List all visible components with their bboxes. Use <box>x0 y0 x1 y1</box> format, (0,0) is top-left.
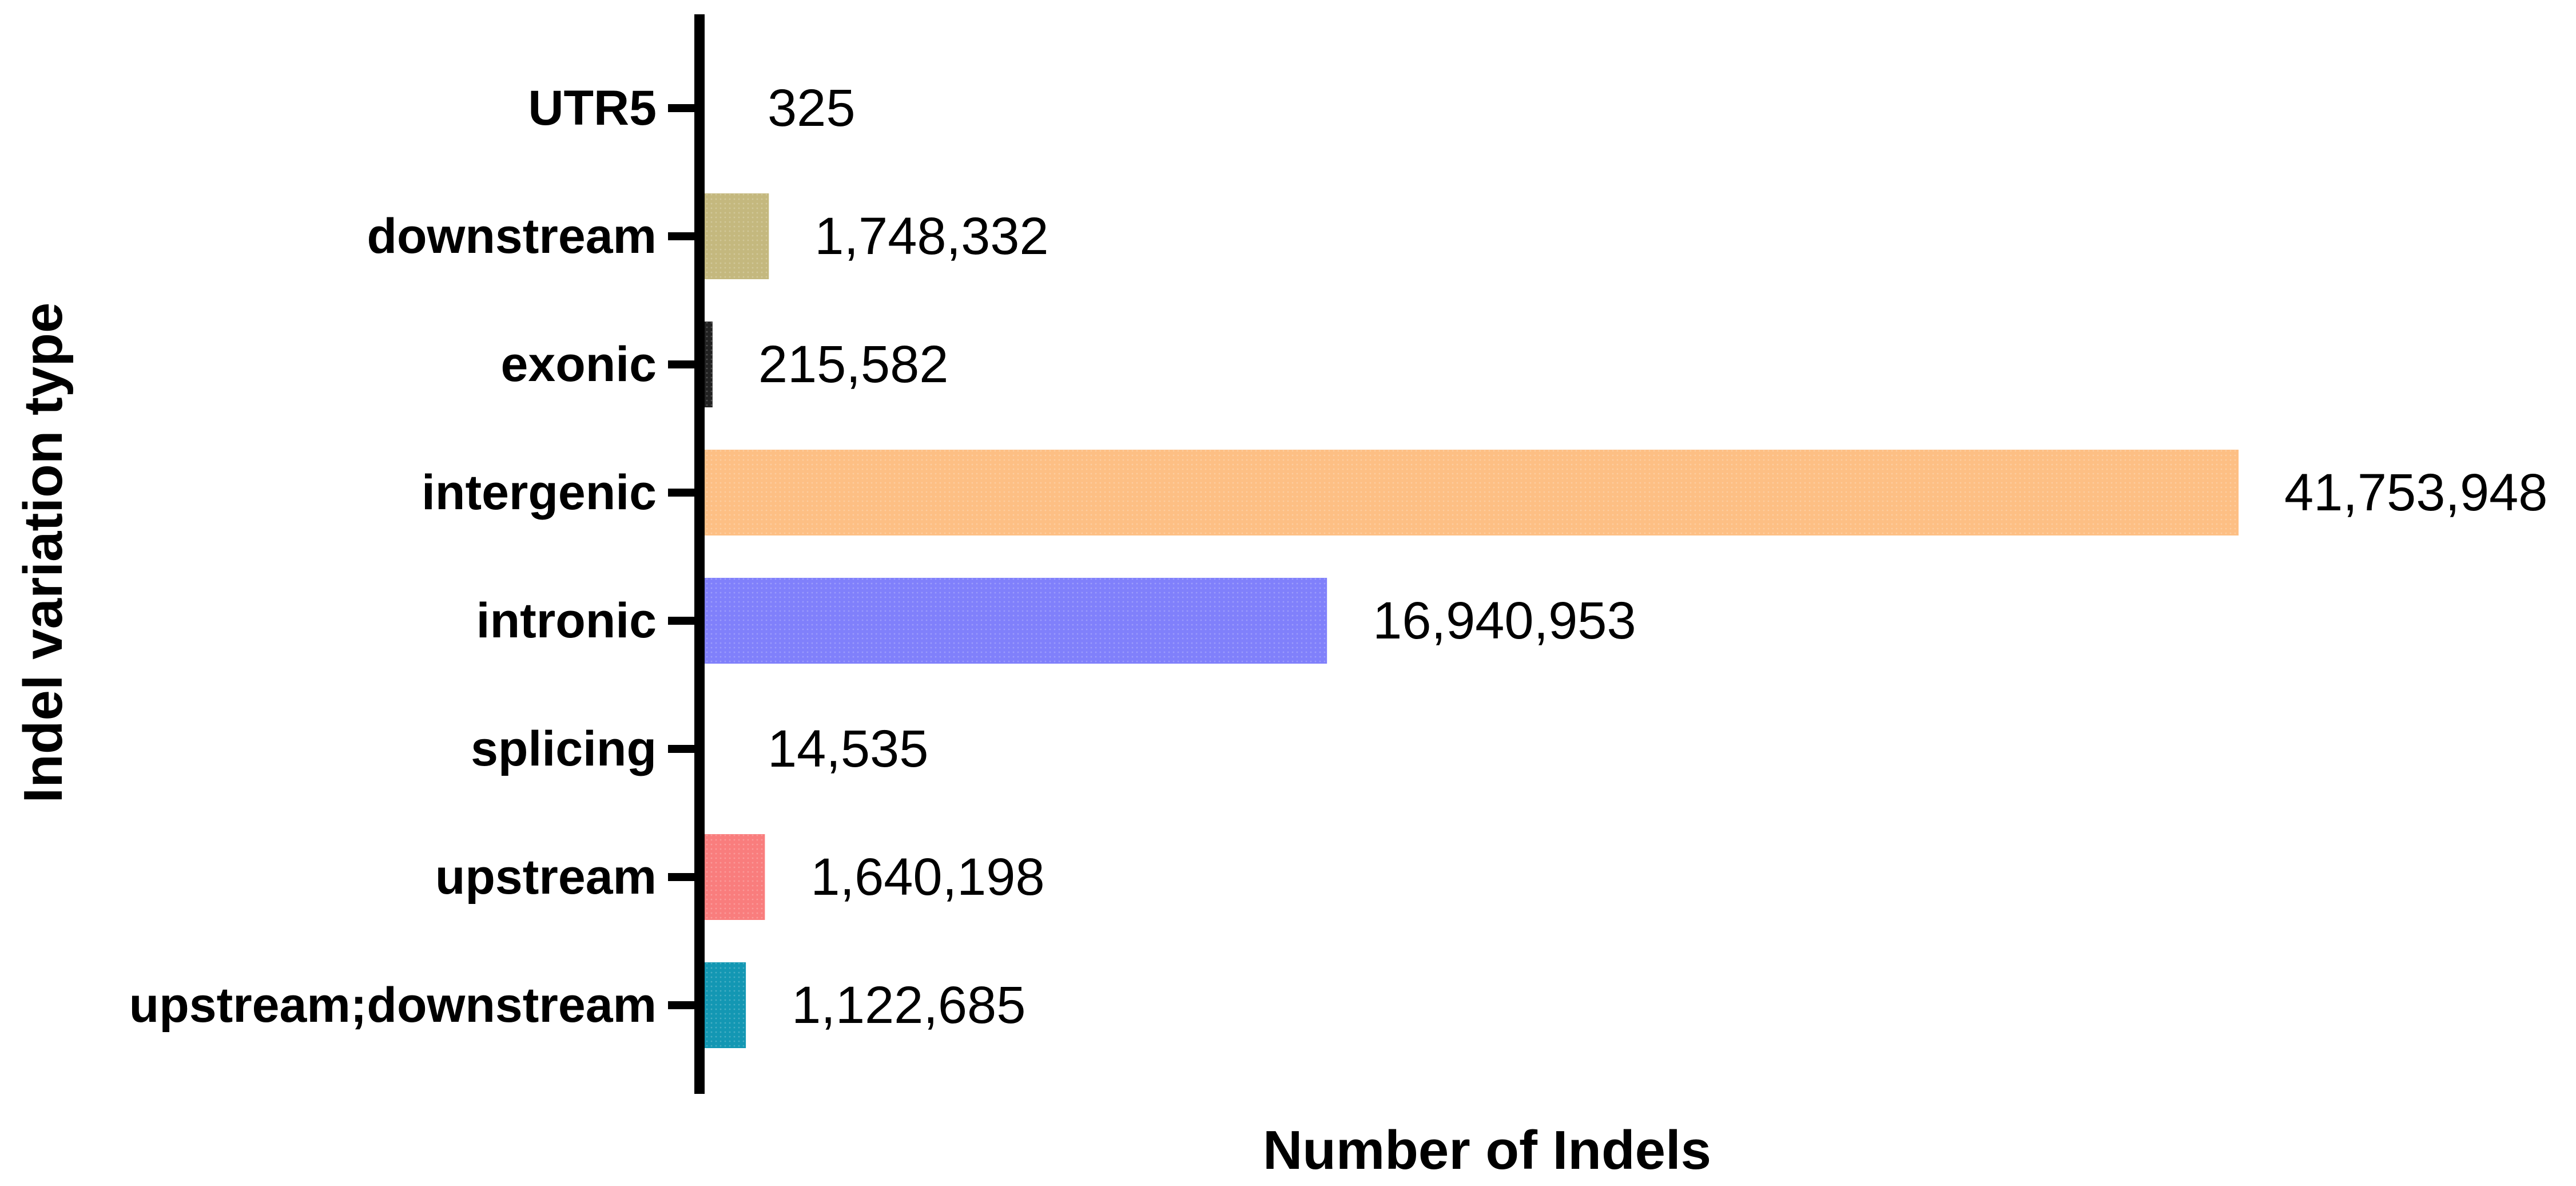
value-label-splicing: 14,535 <box>768 720 928 778</box>
bar-texture-intergenic <box>705 450 2239 536</box>
category-label-utr5: UTR5 <box>528 81 657 136</box>
value-label-downstream: 1,748,332 <box>814 207 1048 265</box>
category-label-intronic: intronic <box>476 593 657 648</box>
category-label-upstream-downstream: upstream;downstream <box>129 978 657 1033</box>
value-label-utr5: 325 <box>768 79 856 137</box>
category-label-intergenic: intergenic <box>422 465 657 520</box>
category-label-exonic: exonic <box>501 337 657 392</box>
category-labels-layer: UTR5 downstream exonic intergenic intronic sp… <box>129 81 657 1033</box>
value-label-exonic: 215,582 <box>758 335 949 394</box>
bar-texture-upstream <box>705 834 765 920</box>
category-label-upstream: upstream <box>435 850 657 905</box>
bar-texture-downstream <box>705 193 769 279</box>
x-axis-title: Number of Indels <box>1263 1120 1711 1181</box>
bar-texture-intronic <box>705 578 1327 664</box>
value-labels-layer: 325 1,748,332 215,582 41,753,948 16,940,953 1… <box>758 79 2548 1034</box>
bar-texture-upstream-downstream <box>705 962 746 1048</box>
bars-layer <box>705 193 2239 1048</box>
value-label-intergenic: 41,753,948 <box>2284 463 2547 522</box>
category-label-downstream: downstream <box>367 209 657 264</box>
bar-texture-exonic <box>705 322 713 407</box>
y-axis-title: Indel variation type <box>13 303 74 803</box>
value-label-upstream-downstream: 1,122,685 <box>792 976 1025 1034</box>
value-label-intronic: 16,940,953 <box>1373 592 1636 650</box>
y-ticks-layer <box>668 104 699 1009</box>
category-label-splicing: splicing <box>471 721 657 776</box>
value-label-upstream: 1,640,198 <box>810 848 1044 906</box>
